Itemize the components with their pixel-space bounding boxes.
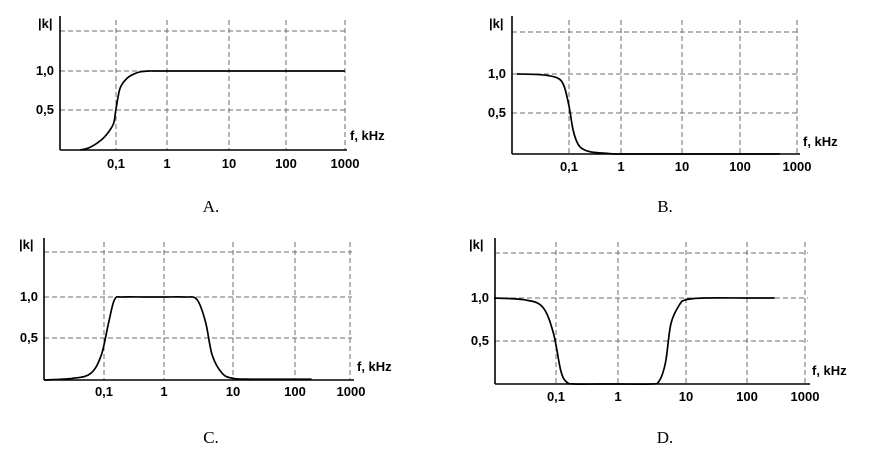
x-axis-label: f, kHz xyxy=(812,363,847,378)
x-axis-label: f, kHz xyxy=(350,128,385,143)
x-tick-label-0-1: 0,1 xyxy=(560,159,578,174)
series-curve xyxy=(493,297,775,386)
x-tick-label-10: 10 xyxy=(222,156,236,171)
y-tick-label-1-0: 1,0 xyxy=(20,289,38,304)
x-tick-label-10: 10 xyxy=(679,389,693,404)
panel-caption: C. xyxy=(203,428,219,447)
y-tick-label-0-5: 0,5 xyxy=(471,333,489,348)
x-tick-label-1000: 1000 xyxy=(331,156,360,171)
y-tick-label-0-5: 0,5 xyxy=(36,102,54,117)
x-tick-label-10: 10 xyxy=(226,384,240,399)
x-tick-label-1: 1 xyxy=(614,389,621,404)
y-axis-label: |k| xyxy=(38,16,53,31)
y-axis-label: |k| xyxy=(489,16,504,31)
y-axis-label: |k| xyxy=(469,237,484,252)
x-tick-label-1: 1 xyxy=(160,384,167,399)
x-axis-label: f, kHz xyxy=(803,134,838,149)
y-tick-label-0-5: 0,5 xyxy=(488,105,506,120)
panel-caption: A. xyxy=(203,197,220,216)
y-tick-label-0-5: 0,5 xyxy=(20,330,38,345)
y-tick-label-1-0: 1,0 xyxy=(36,63,54,78)
x-tick-label-10: 10 xyxy=(675,159,689,174)
x-tick-label-0-1: 0,1 xyxy=(547,389,565,404)
x-tick-label-100: 100 xyxy=(729,159,751,174)
x-tick-label-100: 100 xyxy=(284,384,306,399)
x-tick-label-0-1: 0,1 xyxy=(107,156,125,171)
panel-c: |k| f, kHz 1,0 0,5 0,1 1 10 100 1000 C. xyxy=(19,237,392,447)
panel-b: |k| f, kHz 1,0 0,5 0,1 1 10 100 1000 B. xyxy=(488,16,838,216)
x-tick-label-0-1: 0,1 xyxy=(95,384,113,399)
y-axis-label: |k| xyxy=(19,237,34,252)
x-tick-label-1000: 1000 xyxy=(791,389,820,404)
y-tick-label-1-0: 1,0 xyxy=(471,290,489,305)
x-tick-label-1000: 1000 xyxy=(783,159,812,174)
x-tick-label-100: 100 xyxy=(736,389,758,404)
series-curve xyxy=(516,73,780,155)
x-tick-label-1: 1 xyxy=(163,156,170,171)
panel-a: |k| f, kHz 1,0 0,5 0,1 1 10 100 1000 A. xyxy=(36,16,385,216)
series-curve xyxy=(80,70,345,151)
panel-d: |k| f, kHz 1,0 0,5 0,1 1 10 100 1000 D. xyxy=(469,237,847,447)
series-curve xyxy=(43,295,312,381)
y-tick-label-1-0: 1,0 xyxy=(488,66,506,81)
panel-caption: D. xyxy=(657,428,674,447)
panel-caption: B. xyxy=(657,197,673,216)
x-axis-label: f, kHz xyxy=(357,359,392,374)
x-tick-label-1000: 1000 xyxy=(337,384,366,399)
x-tick-label-1: 1 xyxy=(617,159,624,174)
x-tick-label-100: 100 xyxy=(275,156,297,171)
